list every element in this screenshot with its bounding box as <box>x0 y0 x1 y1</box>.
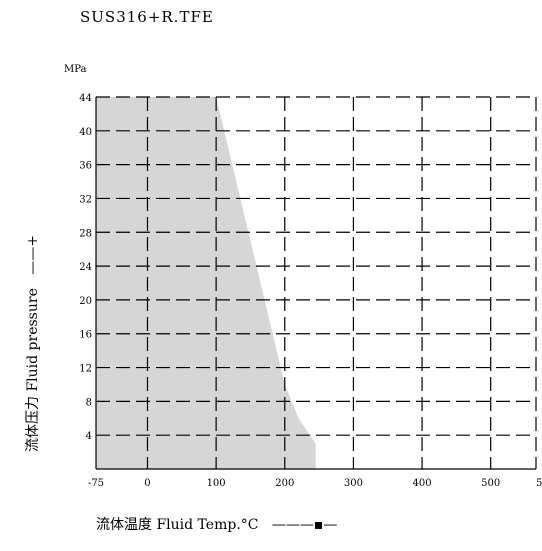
y-tick-label: 4 <box>86 431 92 442</box>
y-tick-label: 32 <box>79 194 92 205</box>
y-tick-label: 44 <box>79 93 92 104</box>
x-tick-label: 0 <box>144 478 150 489</box>
chart-title: SUS316+R.TFE <box>80 8 214 26</box>
x-tick-label: 100 <box>207 478 226 489</box>
x-axis-label: 流体温度 Fluid Temp.°C ———▪— <box>96 514 337 534</box>
y-tick-label: 16 <box>79 330 92 341</box>
y-tick-label: 24 <box>79 262 92 273</box>
y-tick-label: 40 <box>79 127 92 138</box>
y-tick-label: 28 <box>79 228 92 239</box>
y-tick-label: 12 <box>79 364 92 375</box>
x-axis-label-text: 流体温度 Fluid Temp.°C <box>96 517 259 533</box>
y-tick-label: 36 <box>79 161 92 172</box>
y-axis-unit: MPa <box>64 64 87 75</box>
y-tick-label: 8 <box>86 397 92 408</box>
x-tick-label: -75 <box>88 478 104 489</box>
x-tick-label: 200 <box>275 478 294 489</box>
area-series-0 <box>96 97 316 469</box>
x-tick-label: 300 <box>344 478 363 489</box>
x-tick-label: 400 <box>413 478 432 489</box>
x-axis-arrow-icon: ———▪— <box>262 517 338 533</box>
x-tick-label: 500 <box>481 478 500 489</box>
y-tick-label: 20 <box>79 296 92 307</box>
x-tick-label: 566 <box>536 478 542 489</box>
